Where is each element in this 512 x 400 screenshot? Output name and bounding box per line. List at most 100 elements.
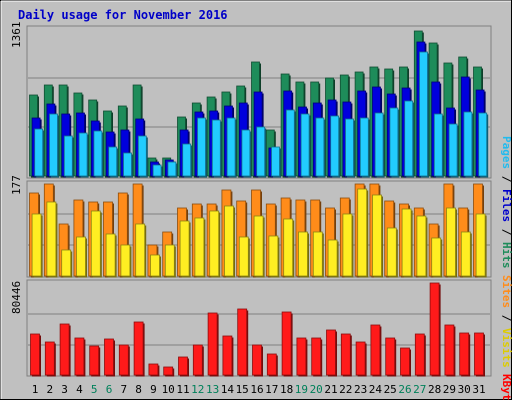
legend-files-label: Files <box>500 189 512 222</box>
visitors-sites-bar-face <box>401 208 412 277</box>
traffic-pages-bar-face <box>93 130 103 177</box>
x-tick-label: 23 <box>354 383 367 396</box>
traffic-pages-bar-face <box>300 113 310 177</box>
x-tick-label: 7 <box>120 383 127 396</box>
visitors-sites-bar <box>283 218 295 278</box>
kbytes-kbytes-bar <box>148 363 160 377</box>
visitors-sites-bar <box>342 213 354 278</box>
visitors-sites-bar <box>268 235 280 278</box>
kbytes-kbytes-bar-face <box>59 323 70 376</box>
traffic-pages-bar-face <box>63 135 73 177</box>
traffic-pages-bar-face <box>359 117 369 177</box>
x-tick-label: 11 <box>176 383 189 396</box>
kbytes-kbytes-bar-face <box>326 329 336 376</box>
visitors-sites-bar-face <box>416 215 427 277</box>
kbytes-kbytes-bar <box>326 329 337 377</box>
x-tick-label: 12 <box>191 383 204 396</box>
traffic-pages-bar <box>49 113 59 178</box>
traffic-pages-bar <box>256 126 267 178</box>
visitors-sites-bar-face <box>342 213 353 277</box>
kbytes-kbytes-bar <box>59 323 71 377</box>
x-tick-label: 27 <box>413 383 426 396</box>
x-tick-label: 14 <box>221 383 235 396</box>
visitors-sites-bar-face <box>120 244 131 277</box>
visitors-sites-bar-face <box>298 231 308 277</box>
visitors-sites-bar <box>46 201 58 278</box>
visitors-sites-bar-face <box>238 236 249 277</box>
traffic-pages-bar-face <box>241 129 251 177</box>
visitors-sites-bar-face <box>179 220 190 277</box>
visitors-sites-bar <box>209 210 221 278</box>
traffic-pages-bar-face <box>271 146 280 177</box>
visitors-sites-bar <box>327 239 339 278</box>
kbytes-kbytes-bar <box>104 338 115 377</box>
kbytes-kbytes-bar <box>429 282 441 377</box>
visitors-sites-bar <box>386 227 398 278</box>
traffic-pages-bar-face <box>108 146 118 177</box>
x-tick-label: 9 <box>150 383 157 396</box>
x-tick-label: 26 <box>398 383 411 396</box>
traffic-ymax-label: 1361 <box>10 22 23 49</box>
kbytes-kbytes-bar <box>163 366 175 377</box>
traffic-pages-bar <box>211 119 222 178</box>
x-tick-label: 30 <box>458 383 471 396</box>
kbytes-kbytes-bar <box>178 356 189 377</box>
x-tick-label: 19 <box>295 383 308 396</box>
kbytes-kbytes-bar <box>355 341 367 377</box>
visitors-sites-bar <box>298 231 309 278</box>
kbytes-kbytes-bar-face <box>89 345 100 376</box>
x-tick-label: 28 <box>428 383 441 396</box>
x-tick-label: 22 <box>339 383 352 396</box>
traffic-pages-bar <box>271 146 281 178</box>
x-tick-label: 17 <box>265 383 278 396</box>
traffic-pages-bar-face <box>211 119 221 177</box>
kbytes-kbytes-bar <box>311 337 323 377</box>
traffic-pages-bar-face <box>448 123 458 177</box>
x-tick-label: 18 <box>280 383 293 396</box>
visitors-sites-bar-face <box>224 205 234 277</box>
traffic-pages-bar-face <box>167 161 177 177</box>
legend-pages-label: Pages <box>500 136 512 169</box>
legend-visitors: Sites / Visits <box>500 275 512 368</box>
kbytes-kbytes-bar <box>281 311 293 377</box>
kbytes-kbytes-bar <box>296 337 308 377</box>
kbytes-kbytes-bar-face <box>178 356 188 376</box>
kbytes-kbytes-bar <box>340 333 352 377</box>
kbytes-kbytes-bar-face <box>74 337 85 376</box>
visitors-sites-bar <box>238 236 250 278</box>
legend-traffic: Pages / Files / Hits <box>500 136 512 269</box>
kbytes-kbytes-bar-face <box>118 344 129 376</box>
traffic-pages-bar <box>345 118 355 178</box>
visitors-sites-bar <box>76 236 87 278</box>
visitors-sites-bar <box>105 233 117 278</box>
traffic-pages-bar-face <box>478 112 488 177</box>
traffic-pages-bar-face <box>197 117 206 177</box>
traffic-pages-bar-face <box>374 112 384 177</box>
visitors-sites-bar <box>179 220 191 278</box>
x-tick-label: 6 <box>106 383 113 396</box>
x-tick-label: 2 <box>46 383 53 396</box>
kbytes-kbytes-bar-face <box>459 332 470 376</box>
x-tick-label: 1 <box>32 383 39 396</box>
visitors-sites-bar-face <box>372 194 382 277</box>
visitors-sites-bar-face <box>386 227 397 277</box>
kbytes-kbytes-bar-face <box>207 312 218 376</box>
visitors-sites-bar <box>135 223 147 278</box>
kbytes-kbytes-bar-face <box>44 341 55 376</box>
kbytes-kbytes-bar-face <box>429 282 440 376</box>
traffic-pages-bar-face <box>433 113 443 177</box>
legend-separator: / <box>500 169 512 189</box>
visitors-sites-bar <box>401 208 413 278</box>
x-tick-label: 29 <box>443 383 456 396</box>
visitors-sites-bar-face <box>431 237 442 277</box>
traffic-pages-bar-face <box>137 135 147 177</box>
kbytes-kbytes-bar-face <box>222 335 233 376</box>
visitors-sites-bar-face <box>76 236 86 277</box>
kbytes-kbytes-bar <box>30 333 41 377</box>
kbytes-kbytes-bar <box>192 344 204 377</box>
visitors-sites-bar <box>372 194 383 278</box>
kbytes-kbytes-bar-face <box>340 333 351 376</box>
x-tick-label: 31 <box>472 383 485 396</box>
traffic-pages-bar <box>315 117 326 178</box>
traffic-pages-bar-face <box>152 164 162 177</box>
